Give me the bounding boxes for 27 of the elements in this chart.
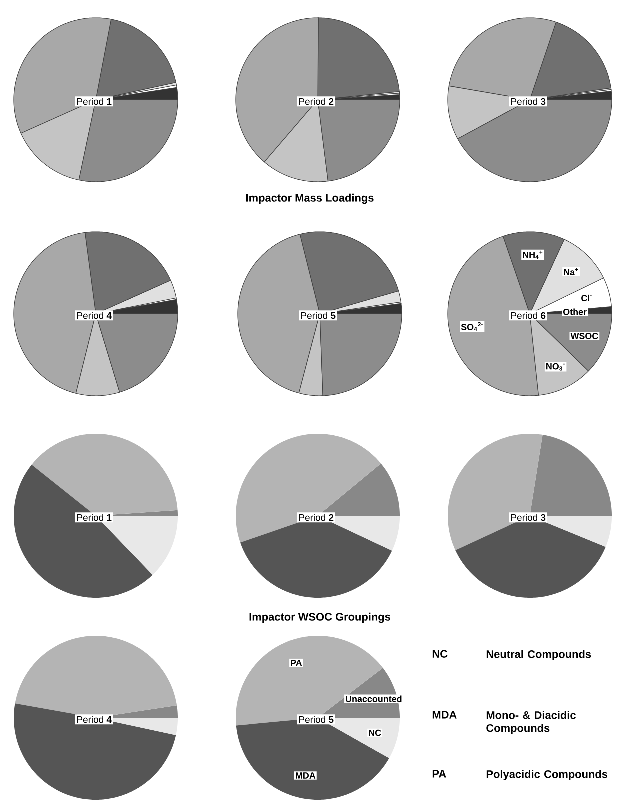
slice-label: NC: [369, 730, 382, 736]
slice-label: Na$^{+}$: [564, 268, 578, 276]
text: Mono- & Diacidic Compounds: [486, 711, 576, 734]
text: Period 1: [78, 98, 112, 106]
text: Period 1: [78, 514, 112, 522]
text: PA: [432, 770, 446, 778]
text: Period 6: [512, 312, 546, 320]
text: MDA: [432, 711, 457, 719]
text: Period 3: [512, 514, 546, 522]
slice-label: PA: [291, 660, 302, 666]
slice-label: Unaccounted: [346, 696, 402, 702]
slice-label: Cl$^{-}$: [582, 294, 592, 302]
text: Period 5: [302, 312, 336, 320]
text: Period 4: [78, 716, 112, 724]
text: Period 2: [300, 514, 334, 522]
text: Polyacidic Compounds: [486, 770, 608, 780]
text: Neutral Compounds: [486, 650, 592, 660]
text: Period 5: [300, 716, 334, 724]
slice-label: WSOC: [570, 333, 598, 340]
slice-label: MDA: [296, 772, 316, 779]
slice-label: Other: [563, 308, 587, 316]
text: Period 2: [300, 98, 334, 106]
text: NC: [432, 650, 448, 658]
text: Period 4: [78, 312, 112, 320]
text: Impactor WSOC Groupings: [250, 612, 390, 624]
text: Impactor Mass Loadings: [246, 194, 374, 204]
text: Period 3: [512, 98, 546, 106]
